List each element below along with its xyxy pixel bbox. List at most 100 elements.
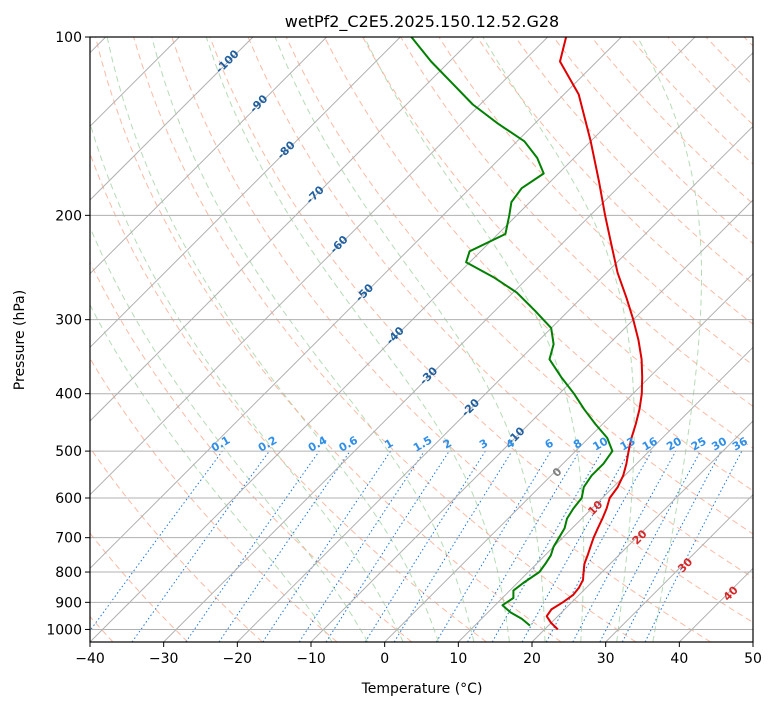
isotherm-line [90,37,696,642]
isotherm-line [531,420,753,642]
mixing-ratio-labels: 0.1 0.2 0.4 0.6 1 1.5 2 3 4 6 8 10 13 16 20 25 30 36 [209,433,750,454]
mixing-ratio-label: 3 [477,437,490,452]
x-tick-label: 50 [744,651,762,667]
mixing-ratio-line [644,450,743,642]
mixing-ratio-line [467,450,580,642]
mixing-ratio-line [572,450,677,642]
x-tick-label: 20 [523,651,541,667]
isotherm-line [90,37,549,496]
dry-adiabat [323,37,753,492]
moist-adiabat [90,121,404,642]
sounding-profiles [410,37,644,631]
mixing-ratio-line [435,450,552,642]
isotherm-label: -80 [275,138,298,161]
mixing-ratio-line [599,450,701,642]
dry-adiabat [90,357,338,642]
isotherm-line [90,37,401,349]
y-tick-label: 100 [55,30,82,46]
isotherm-line [310,199,753,642]
isotherm-line [678,567,753,642]
isotherm-line [90,37,622,570]
y-tick-label: 900 [55,595,82,611]
plot-frame [89,36,754,643]
isotherm-label: -60 [327,233,350,256]
dry-adiabats [90,37,753,642]
dry-adiabat [247,37,753,579]
isotherm-line [163,51,753,642]
mixing-ratio-label: 6 [543,436,556,451]
isotherm-line [605,493,753,642]
isotherm-label: -40 [384,324,407,347]
mixing-ratio-line [298,450,425,642]
plot-area: -100-90-80-70-60-50-40-30-20-10010203040… [90,37,753,642]
mixing-ratio-line [131,450,270,642]
mixing-ratio-line [364,450,486,642]
isotherm-line [90,37,328,275]
moist-adiabat [90,226,369,642]
moist-adiabat [637,37,702,642]
mixing-ratio-line [262,450,392,642]
dry-adiabat [90,446,263,642]
dry-adiabat [705,37,753,87]
x-tick-label: −10 [296,651,326,667]
moist-adiabat [482,37,635,642]
mixing-ratio-line [521,450,630,642]
dewpoint-profile [410,37,614,627]
dry-adiabat [591,37,753,205]
dry-adiabat [209,37,753,623]
mixing-ratio-lines [90,450,743,642]
isotherm-label: 0 [550,465,565,480]
isotherm-label: -50 [353,281,376,304]
moist-adiabat [90,303,333,642]
y-axis: 100 200 300 400 500 600 700 800 900 1000 [46,30,90,638]
mixing-ratio-label: 2 [441,437,454,452]
dry-adiabat [95,37,562,642]
isotherm-label: -100 [213,47,242,76]
x-tick-label: −40 [75,651,105,667]
mixing-ratio-line [90,450,223,632]
moist-adiabat [151,37,475,642]
y-tick-label: 800 [55,565,82,581]
isotherm-line [752,641,753,642]
mixing-ratio-line [185,450,320,642]
isotherm-line [90,37,254,201]
x-tick-label: −20 [223,651,253,667]
dry-adiabat [90,152,487,642]
isotherm-label: -20 [459,396,482,419]
isotherm-line [457,346,753,642]
x-tick-label: 40 [670,651,688,667]
dry-adiabat [171,37,711,642]
moist-adiabats [90,37,702,642]
x-tick-label: 0 [380,651,389,667]
y-tick-label: 700 [55,531,82,547]
dry-adiabat [285,37,753,535]
y-tick-label: 300 [55,313,82,329]
mixing-ratio-line [218,450,351,642]
mixing-ratio-line [393,450,513,642]
dry-adiabat [90,261,413,642]
isotherm-label: -70 [304,183,327,206]
isotherm-line [384,272,753,642]
dry-adiabat [667,37,753,126]
isotherm-label: 20 [630,527,650,547]
x-axis: −40 −30 −20 −10 0 10 20 30 40 50 [75,642,762,667]
mixing-ratio-label: 1 [382,437,395,452]
isotherm-label: 10 [585,498,605,518]
isotherm-line [236,125,753,642]
mixing-ratio-line [545,450,653,642]
y-tick-label: 500 [55,444,82,460]
x-axis-label: Temperature (°C) [361,681,483,697]
mixing-ratio-line [325,450,450,642]
dry-adiabat [476,37,753,325]
isotherm-line [90,37,475,422]
moist-adiabat [274,37,546,642]
pressure-gridlines [90,37,753,630]
dry-adiabat [514,37,753,285]
temperature-profile [545,37,644,631]
y-axis-label: Pressure (hPa) [12,290,28,390]
x-tick-label: 10 [449,651,467,667]
y-tick-label: 400 [55,387,82,403]
y-tick-label: 600 [55,491,82,507]
